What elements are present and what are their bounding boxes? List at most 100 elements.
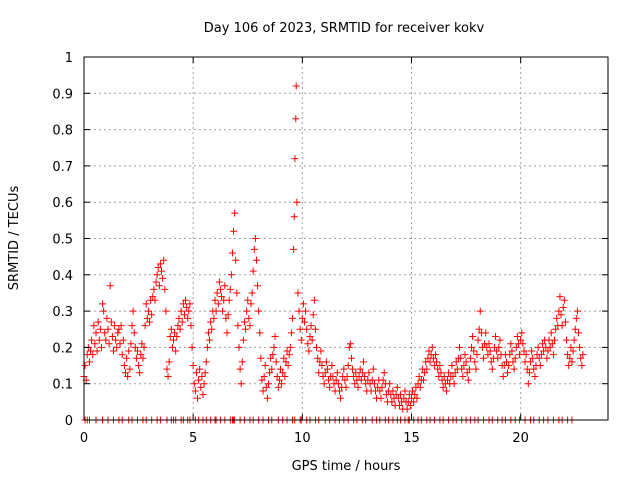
data-point — [148, 311, 156, 319]
data-point — [314, 354, 322, 362]
data-point — [303, 325, 311, 333]
data-point — [470, 347, 478, 355]
data-point — [567, 343, 575, 351]
data-point — [570, 336, 578, 344]
data-point — [548, 340, 556, 348]
data-point — [133, 347, 141, 355]
x-tick-label: 5 — [189, 431, 197, 446]
data-point — [278, 380, 286, 388]
data-point — [126, 365, 134, 373]
data-point — [107, 318, 115, 326]
data-point — [166, 333, 174, 341]
y-tick-label: 0.9 — [52, 87, 73, 102]
data-point — [569, 347, 577, 355]
data-point — [448, 362, 456, 370]
data-point — [388, 398, 396, 406]
data-point — [242, 325, 250, 333]
x-axis-label: GPS time / hours — [292, 459, 401, 474]
data-point — [268, 365, 276, 373]
data-point — [543, 354, 551, 362]
data-point — [482, 329, 490, 337]
data-point — [504, 369, 512, 377]
data-point — [102, 336, 110, 344]
data-point — [104, 325, 112, 333]
y-tick-label: 0.2 — [52, 341, 73, 356]
data-point — [120, 362, 128, 370]
data-point — [409, 387, 417, 395]
data-point — [136, 369, 144, 377]
data-point — [274, 383, 282, 391]
data-point — [161, 285, 169, 293]
data-point — [254, 282, 262, 290]
data-point — [506, 351, 514, 359]
data-point — [352, 369, 360, 377]
data-point — [294, 289, 302, 297]
data-point — [520, 347, 528, 355]
data-point — [466, 354, 474, 362]
data-point — [218, 293, 226, 301]
data-point — [578, 362, 586, 370]
data-point — [563, 336, 571, 344]
data-point — [536, 362, 544, 370]
data-point — [571, 325, 579, 333]
data-point — [459, 372, 467, 380]
data-point — [258, 376, 266, 384]
data-point — [94, 318, 102, 326]
data-point — [429, 354, 437, 362]
data-point — [326, 383, 334, 391]
data-point — [139, 354, 147, 362]
data-point — [298, 314, 306, 322]
data-point — [231, 209, 239, 217]
data-point — [499, 372, 507, 380]
data-point — [451, 369, 459, 377]
data-point — [239, 336, 247, 344]
x-tick-label: 20 — [512, 431, 529, 446]
data-point — [164, 372, 172, 380]
data-point — [475, 325, 483, 333]
data-point — [522, 351, 530, 359]
data-point — [255, 307, 263, 315]
data-point — [345, 343, 353, 351]
data-point — [119, 336, 127, 344]
data-point — [577, 354, 585, 362]
data-point — [502, 358, 510, 366]
data-point — [547, 329, 555, 337]
data-point — [188, 343, 196, 351]
data-point — [440, 372, 448, 380]
data-point — [260, 372, 268, 380]
data-point — [420, 376, 428, 384]
data-point — [275, 376, 283, 384]
data-point — [333, 369, 341, 377]
data-point — [321, 369, 329, 377]
data-point — [203, 343, 211, 351]
data-point — [461, 351, 469, 359]
data-point — [105, 340, 113, 348]
data-point — [111, 322, 119, 330]
data-point — [163, 365, 171, 373]
data-point — [359, 358, 367, 366]
data-point — [131, 343, 139, 351]
data-point — [344, 362, 352, 370]
data-point — [410, 398, 418, 406]
data-point — [450, 380, 458, 388]
data-point — [174, 322, 182, 330]
data-point — [421, 369, 429, 377]
data-point — [173, 333, 181, 341]
data-point — [187, 322, 195, 330]
data-point — [559, 303, 567, 311]
data-point — [198, 372, 206, 380]
data-point — [155, 282, 163, 290]
data-point — [269, 351, 277, 359]
data-point — [526, 358, 534, 366]
data-point — [389, 387, 397, 395]
x-tick-label: 0 — [80, 431, 88, 446]
data-point — [320, 380, 328, 388]
data-point — [529, 354, 537, 362]
data-point — [252, 256, 260, 264]
data-point — [248, 289, 256, 297]
data-point — [89, 351, 97, 359]
data-point — [101, 329, 109, 337]
data-point — [152, 278, 160, 286]
ticks-layer — [83, 56, 608, 421]
